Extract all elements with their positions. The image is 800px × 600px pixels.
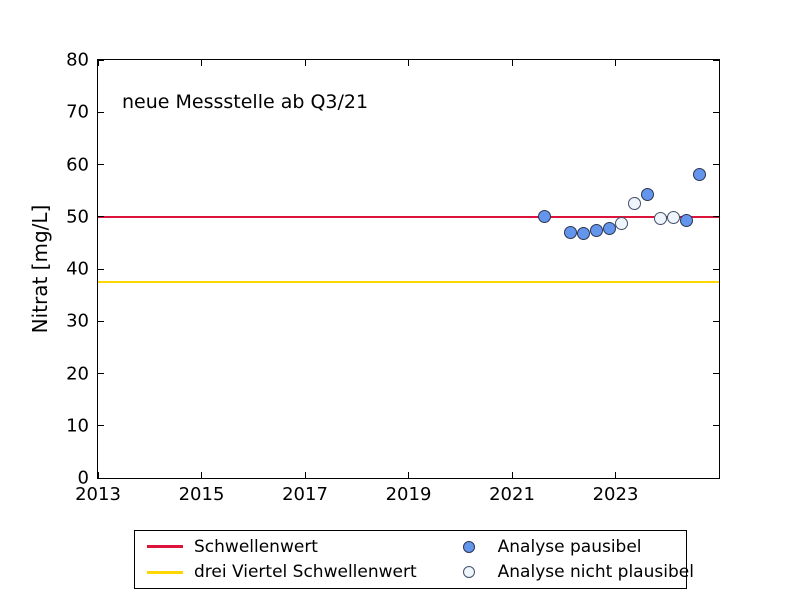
x-tick (511, 472, 513, 478)
legend-item: Analyse nicht plausibel (451, 562, 694, 582)
y-tick (713, 164, 719, 165)
legend-line-sample (147, 570, 183, 574)
x-tick (201, 60, 202, 66)
x-tick (97, 472, 99, 478)
data-point (602, 222, 616, 236)
y-tick (98, 164, 104, 165)
y-tick-label: 50 (66, 206, 89, 228)
data-point (537, 209, 551, 223)
legend-item-label: Analyse nicht plausibel (497, 562, 694, 583)
x-tick-label: 2015 (178, 484, 225, 505)
y-tick-label: 10 (66, 415, 89, 437)
data-point (667, 211, 681, 225)
y-tick (98, 373, 104, 374)
legend-item: Analyse pausibel (451, 537, 694, 557)
legend-line-icon (147, 545, 183, 549)
legend-item: Schwellenwert (147, 537, 417, 557)
y-tick-label: 70 (66, 101, 89, 123)
legend-marker-icon (462, 540, 475, 553)
data-point (680, 213, 694, 227)
y-tick (713, 373, 719, 374)
data-point (563, 226, 577, 240)
y-tick-label: 0 (77, 467, 89, 489)
x-tick-label: 2017 (282, 484, 328, 505)
y-tick (713, 477, 719, 479)
legend-marker-icon (451, 540, 487, 553)
y-tick (98, 425, 104, 427)
x-tick-label: 2023 (592, 484, 639, 505)
y-tick (98, 111, 104, 113)
data-point (589, 223, 603, 237)
y-tick (98, 320, 104, 322)
legend: Schwellenwert drei Viertel Schwellenwert A… (134, 530, 694, 589)
y-tick (98, 268, 104, 270)
legend-item-label: drei Viertel Schwellenwert (194, 562, 417, 583)
data-point (628, 196, 642, 210)
y-tick (98, 477, 104, 479)
x-tick (408, 472, 409, 478)
x-tick-label: 2013 (75, 484, 121, 505)
y-tick (713, 425, 719, 427)
y-tick (713, 111, 719, 113)
x-tick (97, 60, 99, 66)
legend-line-icon (147, 570, 183, 574)
legend-item-label: Schwellenwert (194, 536, 318, 557)
x-tick (304, 60, 306, 66)
x-tick (408, 60, 409, 66)
legend-item-label: Analyse pausibel (497, 536, 642, 557)
y-tick-label: 20 (66, 363, 89, 384)
y-tick (98, 216, 104, 218)
x-tick (304, 472, 306, 478)
data-point (641, 188, 655, 202)
plot-area: neue Messstelle ab Q3/21 2013 2015 2017 201… (66, 50, 720, 505)
x-tick-label: 2019 (385, 484, 432, 505)
legend-line-sample (147, 545, 183, 549)
data-point (654, 212, 668, 226)
y-tick-label: 80 (66, 49, 89, 71)
y-tick (713, 216, 719, 218)
data-point (693, 168, 707, 182)
x-tick (201, 472, 202, 478)
legend-marker-icon (451, 566, 487, 579)
y-tick-label: 30 (66, 310, 89, 332)
x-tick-label: 2021 (489, 484, 535, 505)
legend-marker-icon (462, 566, 475, 579)
threshold-line (98, 215, 719, 218)
y-tick-label: 40 (66, 258, 89, 280)
y-tick (713, 320, 719, 322)
x-tick (615, 60, 616, 66)
data-point (576, 227, 590, 241)
y-axis-label: Nitrat [mg/L] (28, 204, 52, 334)
y-tick (98, 59, 104, 61)
x-tick (511, 60, 513, 66)
threshold-line (98, 281, 719, 284)
y-tick (713, 59, 719, 61)
y-tick-label: 60 (66, 154, 89, 175)
data-point (615, 216, 629, 230)
legend-item: drei Viertel Schwellenwert (147, 562, 417, 582)
y-tick (713, 268, 719, 270)
annotation-text: neue Messstelle ab Q3/21 (122, 91, 369, 113)
x-tick (615, 472, 616, 478)
